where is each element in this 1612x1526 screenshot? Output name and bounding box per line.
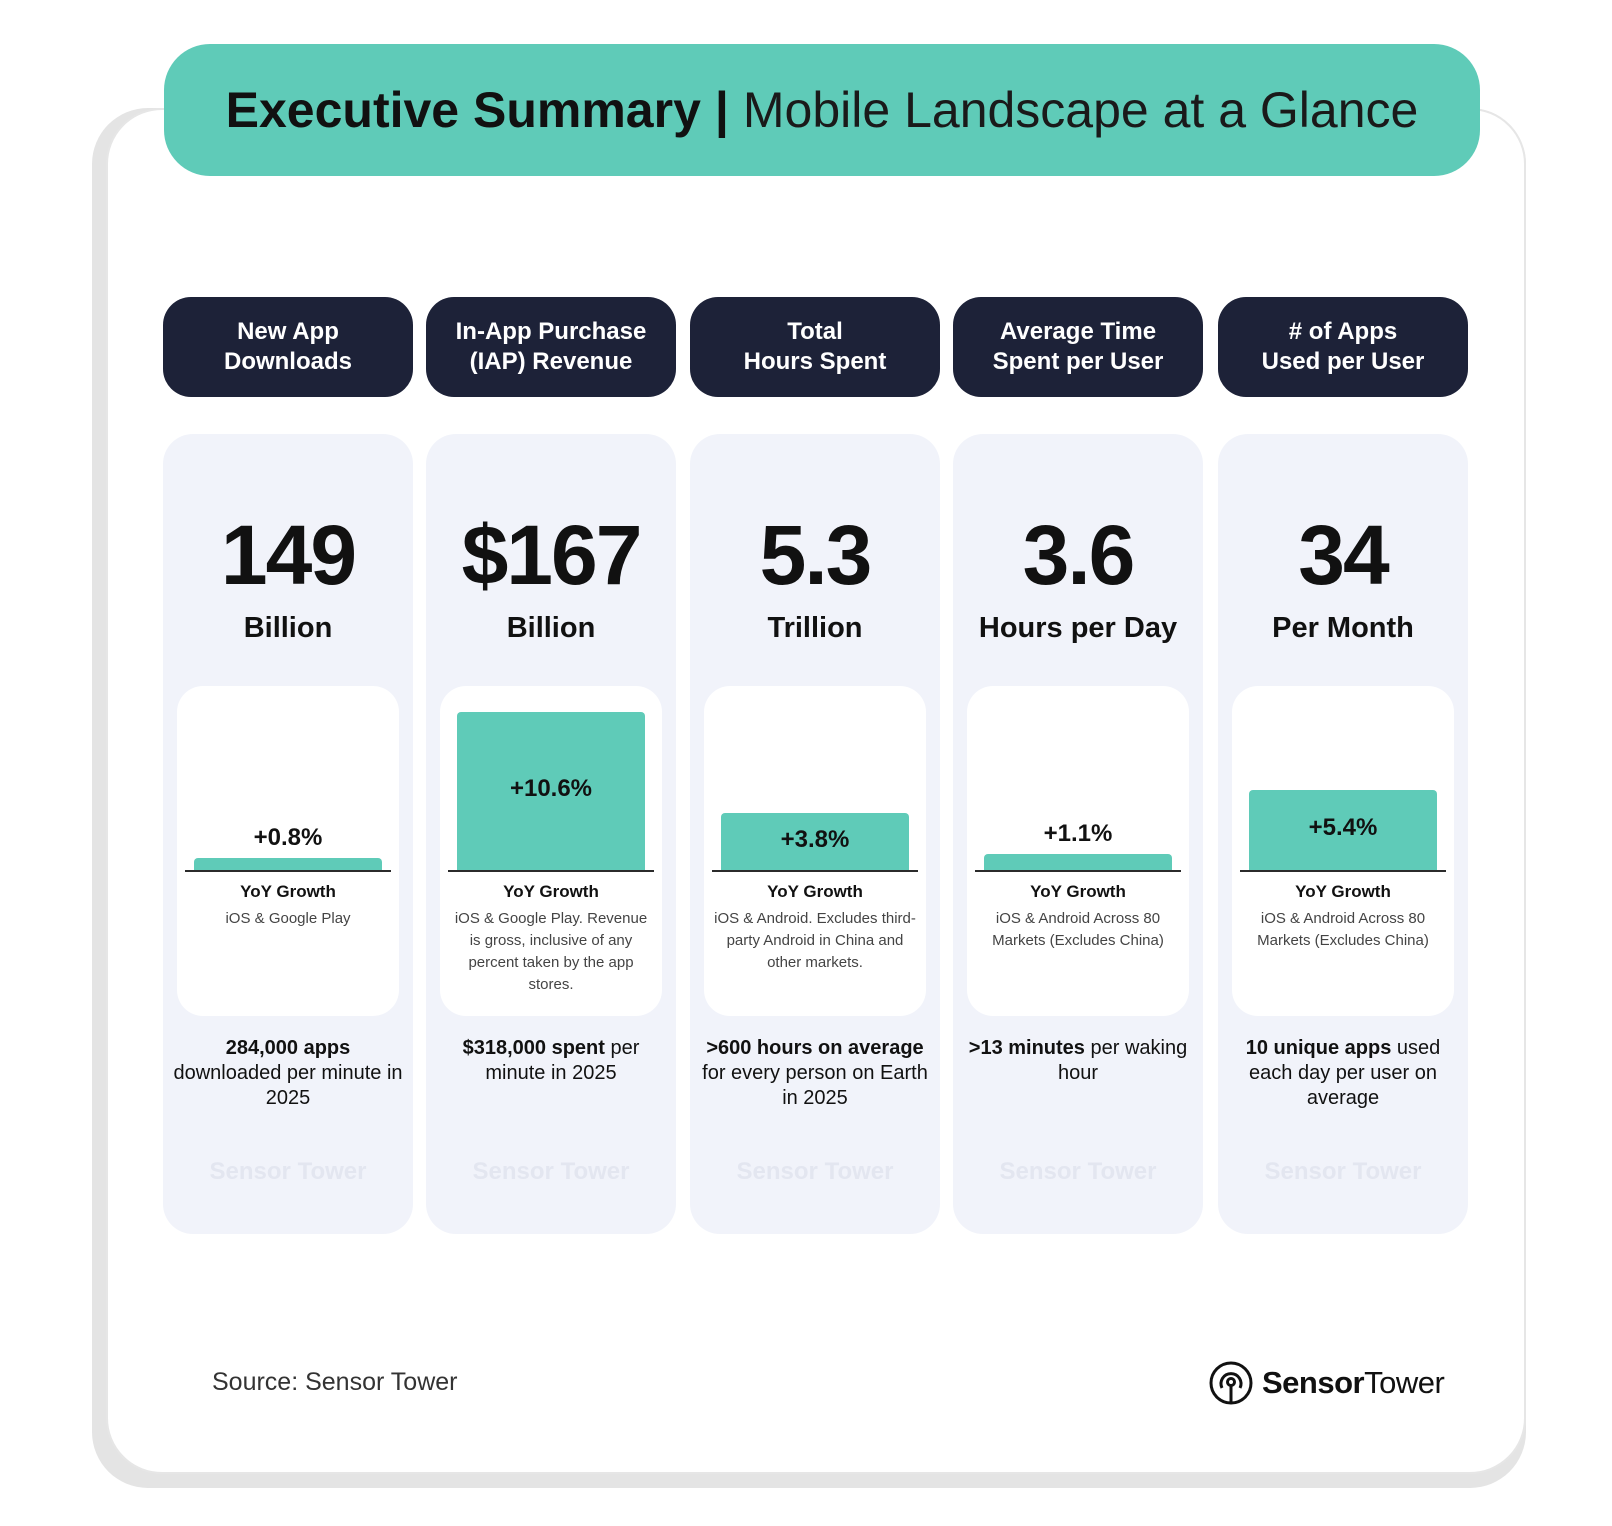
growth-card: +0.8% YoY Growth iOS & Google Play — [177, 686, 399, 1016]
metric-footnote: 10 unique apps used each day per user on… — [1228, 1036, 1458, 1111]
metric-note: iOS & Google Play — [225, 910, 351, 927]
metric-unit: Billion — [243, 612, 333, 644]
bar-baseline — [448, 870, 654, 872]
metric-header: New App Downloads — [163, 297, 413, 397]
growth-card: +3.8% YoY Growth iOS & Android. Excludes t… — [704, 686, 926, 1016]
footnote-bold: 284,000 apps — [225, 1037, 351, 1059]
growth-bar — [721, 813, 909, 870]
sensor-tower-logo-icon — [1209, 1361, 1253, 1405]
metric-unit: Hours per Day — [978, 612, 1178, 644]
growth-value: +0.8% — [253, 824, 323, 852]
growth-value: +10.6% — [509, 775, 593, 802]
yoy-growth-label: YoY Growth — [1030, 882, 1126, 901]
sensor-tower-watermark: Sensor Tower — [999, 1158, 1157, 1185]
brand-logo: SensorTower — [1208, 1358, 1445, 1408]
growth-card: +1.1% YoY Growth iOS & Android Across 80 M… — [967, 686, 1189, 1016]
title-separator: | — [714, 82, 729, 138]
yoy-growth-label: YoY Growth — [503, 882, 599, 901]
title-light: Mobile Landscape at a Glance — [742, 82, 1419, 138]
metric-footnote: 284,000 apps downloaded per minute in 20… — [173, 1036, 403, 1111]
footnote-text: per minute in 2025 — [485, 1037, 640, 1084]
brand-name-regular: Tower — [1364, 1365, 1445, 1400]
bar-baseline — [1240, 870, 1446, 872]
metric-column: $167 Billion +10.6% YoY Growth iOS & Google … — [426, 434, 676, 1234]
yoy-growth-label: YoY Growth — [767, 882, 863, 901]
brand-name-bold: Sensor — [1262, 1365, 1365, 1400]
footnote-bold: 10 unique apps — [1245, 1037, 1392, 1059]
metric-unit: Trillion — [767, 612, 863, 644]
growth-bar — [194, 858, 382, 870]
metric-footnote: $318,000 spent per minute in 2025 — [436, 1036, 666, 1086]
footnote-text: per waking hour — [1057, 1037, 1188, 1084]
metric-value: 5.3 — [759, 508, 873, 602]
metric-unit: Billion — [506, 612, 596, 644]
metric-value: 3.6 — [1022, 508, 1136, 602]
metric-note: iOS & Android Across 80 Markets (Exclude… — [992, 910, 1164, 949]
bar-baseline — [712, 870, 918, 872]
sensor-tower-watermark: Sensor Tower — [1264, 1158, 1422, 1185]
footnote-text: for every person on Earth in 2025 — [702, 1062, 928, 1109]
metric-note: iOS & Android. Excludes third-party Andr… — [714, 910, 916, 971]
metric-header: Average Time Spent per User — [953, 297, 1203, 397]
growth-bar — [457, 712, 645, 870]
growth-bar — [984, 853, 1172, 870]
metric-value: $167 — [461, 508, 643, 602]
growth-bar — [1249, 789, 1437, 870]
growth-value: +5.4% — [1308, 813, 1378, 841]
yoy-growth-label: YoY Growth — [240, 882, 336, 901]
footnote-bold: >13 minutes — [968, 1037, 1085, 1059]
metric-header: # of Apps Used per User — [1218, 297, 1468, 397]
metric-header: In-App Purchase (IAP) Revenue — [426, 297, 676, 397]
sensor-tower-watermark: Sensor Tower — [736, 1158, 894, 1185]
metric-footnote: >13 minutes per waking hour — [963, 1036, 1193, 1086]
sensor-tower-watermark: Sensor Tower — [209, 1158, 367, 1185]
footnote-bold: >600 hours on average — [706, 1037, 924, 1059]
metric-value: 149 — [220, 508, 357, 602]
bar-baseline — [185, 870, 391, 872]
metric-column: 34 Per Month +5.4% YoY Growth iOS & Android … — [1218, 434, 1468, 1234]
bar-baseline — [975, 870, 1181, 872]
title-banner: Executive Summary | Mobile Landscape at … — [164, 44, 1480, 176]
source-label: Source: Sensor Tower — [212, 1368, 458, 1396]
brand-name: SensorTower — [1262, 1365, 1445, 1401]
metric-note: iOS & Google Play. Revenue is gross, inc… — [454, 910, 648, 993]
metric-note: iOS & Android Across 80 Markets (Exclude… — [1257, 910, 1429, 949]
footnote-text: downloaded per minute in 2025 — [173, 1062, 403, 1109]
growth-card: +5.4% YoY Growth iOS & Android Across 80 M… — [1232, 686, 1454, 1016]
metric-column: 3.6 Hours per Day +1.1% YoY Growth iOS & And… — [953, 434, 1203, 1234]
footnote-bold: $318,000 spent — [462, 1037, 605, 1059]
metric-column: 149 Billion +0.8% YoY Growth iOS & Google Pl… — [163, 434, 413, 1234]
growth-value: +3.8% — [780, 825, 850, 853]
footnote-text: used each day per user on average — [1249, 1037, 1441, 1109]
metric-unit: Per Month — [1272, 612, 1414, 644]
metric-value: 34 — [1298, 508, 1389, 602]
metric-header: Total Hours Spent — [690, 297, 940, 397]
metric-footnote: >600 hours on average for every person o… — [700, 1036, 930, 1111]
title-bold: Executive Summary — [225, 82, 701, 138]
sensor-tower-watermark: Sensor Tower — [472, 1158, 630, 1185]
growth-value: +1.1% — [1043, 819, 1113, 847]
metric-column: 5.3 Trillion +3.8% YoY Growth iOS & Android.… — [690, 434, 940, 1234]
growth-card: +10.6% YoY Growth iOS & Google Play. Reven… — [440, 686, 662, 1016]
yoy-growth-label: YoY Growth — [1295, 882, 1391, 901]
